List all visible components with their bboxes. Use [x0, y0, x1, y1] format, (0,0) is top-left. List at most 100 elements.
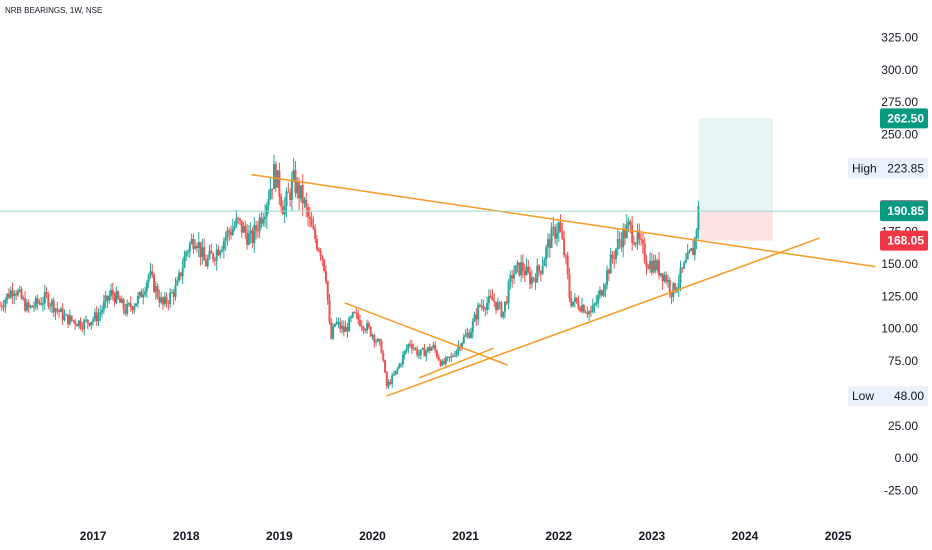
candle [187, 249, 190, 258]
time-axis[interactable]: 2017 2018 2019 2020 2021 2022 2023 2024 2025 [80, 529, 852, 543]
candle [538, 264, 541, 277]
price-label-target: 262.50 [880, 108, 928, 129]
candle [272, 154, 275, 190]
candle [366, 319, 369, 334]
candle [145, 280, 148, 299]
candle-body [369, 326, 372, 337]
candle [124, 303, 127, 316]
candle-body [495, 301, 498, 310]
candle [84, 315, 87, 323]
candle [541, 256, 544, 276]
candle [645, 254, 648, 275]
candle-body [668, 279, 671, 293]
candle [484, 306, 487, 317]
candle [339, 317, 342, 333]
trendline-lower-support[interactable] [386, 237, 820, 397]
candle [468, 329, 471, 339]
candle [536, 258, 539, 284]
candle [391, 372, 394, 388]
candle-body [154, 286, 157, 292]
candle-body [110, 289, 113, 296]
candle [70, 315, 73, 323]
candle [566, 251, 569, 280]
candle [321, 254, 324, 267]
candle [178, 269, 181, 283]
candle [369, 326, 372, 338]
candle [104, 290, 107, 309]
candle-body [290, 179, 293, 200]
candle [120, 295, 123, 304]
candle-body [231, 228, 234, 235]
candle [161, 296, 164, 310]
candle-body [136, 295, 139, 304]
candle-body [172, 292, 175, 297]
candle-body [323, 259, 326, 272]
candle-body [597, 295, 600, 303]
candle-body [679, 267, 682, 283]
candle-body [194, 246, 197, 249]
candle-body [204, 260, 207, 267]
candle-body [534, 278, 537, 283]
candle-body [392, 374, 395, 376]
candle-body [151, 271, 154, 275]
candle [296, 177, 299, 199]
y-tick-label: 125.00 [881, 289, 918, 303]
x-tick-label: 2017 [80, 529, 107, 543]
candle [546, 233, 549, 258]
candle-body [108, 295, 111, 301]
trendline-falling-wedge-top[interactable] [344, 302, 508, 366]
candle-body [444, 357, 447, 364]
candle [378, 338, 381, 346]
candle [41, 297, 44, 312]
candle [67, 314, 70, 329]
price-label-high: High 223.85 [848, 158, 928, 179]
candle [74, 318, 77, 330]
candle-body [564, 255, 567, 257]
candle-body [213, 259, 216, 261]
candle [149, 262, 152, 279]
candle-body [185, 251, 188, 256]
trendline-falling-wedge-bottom[interactable] [418, 347, 494, 379]
candle-body [375, 341, 378, 343]
candle-body [339, 321, 342, 329]
candle-body [251, 230, 254, 244]
trendlines[interactable] [251, 173, 876, 397]
candle [495, 301, 498, 315]
trendline-upper-resistance[interactable] [251, 173, 876, 268]
candle-body [314, 228, 317, 239]
candle-body [430, 347, 433, 351]
candle [285, 187, 288, 218]
candle [224, 231, 227, 251]
candle-body [238, 218, 241, 221]
candle-body [190, 238, 193, 244]
candle [122, 297, 125, 315]
candle-body [387, 381, 390, 387]
candle [344, 320, 347, 332]
candle-body [264, 216, 267, 220]
candle-body [607, 270, 610, 274]
candle [410, 339, 413, 355]
candle-body [427, 347, 430, 351]
candle [212, 252, 215, 263]
candle [632, 235, 635, 246]
candle-body [593, 303, 596, 306]
candle-body [409, 344, 412, 346]
candle [81, 322, 84, 333]
candle-body [550, 227, 553, 248]
candle [634, 241, 637, 248]
candle-body [425, 350, 428, 357]
candle [72, 319, 75, 324]
candle [589, 305, 592, 317]
candle [45, 286, 48, 299]
price-axis[interactable]: 325.00300.00275.00250.00175.00150.00125.… [881, 30, 918, 497]
candle [482, 299, 485, 312]
candle-body [274, 163, 277, 188]
candle [550, 222, 553, 249]
candle-body [604, 284, 607, 291]
candle-body [401, 354, 404, 364]
candle-body [22, 298, 25, 300]
candle-body [450, 355, 453, 358]
candle [299, 185, 302, 203]
candle-body [90, 321, 93, 326]
